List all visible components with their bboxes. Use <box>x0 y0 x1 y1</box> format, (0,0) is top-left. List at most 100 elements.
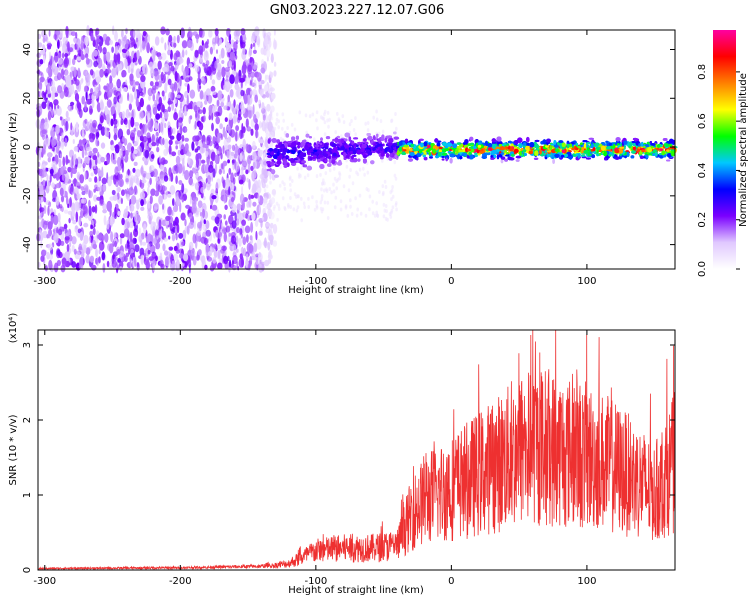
heatmap-cell <box>182 164 185 175</box>
heatmap-cell <box>289 188 293 193</box>
heatmap-cell <box>199 54 204 63</box>
heatmap-cell <box>87 73 91 83</box>
heatmap-cell <box>179 253 184 259</box>
heatmap-cell <box>148 61 154 70</box>
heatmap-cell <box>328 187 332 191</box>
heatmap-cell <box>199 90 204 100</box>
heatmap-cell <box>101 235 105 241</box>
heatmap-cell <box>223 232 227 243</box>
heatmap-cell <box>36 52 41 59</box>
heatmap-cell <box>158 219 162 230</box>
heatmap-cell <box>174 216 179 226</box>
heatmap-cell <box>371 211 375 216</box>
heatmap-cell <box>144 140 147 149</box>
heatmap-cell <box>113 127 118 133</box>
heatmap-cell <box>171 260 176 265</box>
heatmap-cell <box>75 121 79 133</box>
heatmap-cell <box>196 36 199 44</box>
heatmap-cell <box>135 37 139 43</box>
heatmap-cell <box>103 85 107 90</box>
heatmap-cell <box>224 131 228 140</box>
heatmap-cell <box>300 196 303 201</box>
heatmap-cell <box>204 44 209 49</box>
heatmap-cell <box>140 199 145 207</box>
heatmap-cell <box>59 187 64 197</box>
heatmap-cell <box>249 79 253 86</box>
heatmap-cell <box>248 243 254 254</box>
heatmap-cell <box>226 125 229 131</box>
heatmap-cell <box>88 189 91 199</box>
heatmap-cell <box>137 32 143 38</box>
heatmap-cell <box>390 188 394 193</box>
heatmap-cell <box>99 199 105 207</box>
heatmap-cell <box>229 74 235 85</box>
heatmap-cell <box>177 88 181 95</box>
heatmap-cell <box>93 164 96 170</box>
heatmap-cell <box>45 137 51 147</box>
heatmap-cell <box>351 181 355 186</box>
heatmap-cell <box>84 118 88 124</box>
heatmap-cell <box>114 65 118 73</box>
heatmap-cell <box>229 51 236 61</box>
heatmap-cell <box>315 204 319 208</box>
heatmap-cell <box>98 176 102 182</box>
heatmap-cell <box>47 82 51 92</box>
heatmap-cell <box>173 42 177 48</box>
heatmap-cell <box>73 146 79 152</box>
heatmap-cell <box>326 216 330 220</box>
heatmap-cell <box>176 119 179 130</box>
heatmap-cell <box>203 219 206 225</box>
heatmap-cell <box>214 60 218 69</box>
heatmap-cell <box>281 180 284 185</box>
heatmap-cell <box>196 230 201 237</box>
heatmap-cell <box>158 230 163 239</box>
heatmap-cell <box>135 97 139 108</box>
heatmap-cell <box>106 154 110 165</box>
heatmap-cell <box>211 122 214 132</box>
heatmap-cell <box>50 208 54 214</box>
heatmap-cell <box>210 85 216 92</box>
heatmap-cell <box>300 218 304 223</box>
heatmap-cell <box>202 196 206 201</box>
heatmap-cell <box>134 186 137 192</box>
heatmap-cell <box>252 140 256 149</box>
heatmap-cell <box>125 178 129 183</box>
heatmap-cell <box>151 133 155 143</box>
heatmap-cell <box>121 111 126 120</box>
heatmap-cell <box>295 194 298 199</box>
heatmap-cell <box>219 232 222 237</box>
heatmap-cell <box>267 121 273 132</box>
heatmap-cell <box>171 233 176 242</box>
heatmap-cell <box>125 108 130 119</box>
heatmap-cell <box>250 194 255 199</box>
heatmap-cell <box>259 173 265 180</box>
heatmap-cell <box>124 119 128 125</box>
heatmap-cell <box>182 157 185 167</box>
heatmap-cell <box>372 115 376 120</box>
heatmap-cell <box>205 88 211 96</box>
heatmap-cell <box>92 119 98 128</box>
heatmap-cell <box>96 234 103 240</box>
heatmap-cell <box>172 127 176 135</box>
heatmap-cell <box>207 175 211 185</box>
heatmap-cell <box>133 43 137 49</box>
heatmap-cell <box>253 79 257 89</box>
heatmap-cell <box>149 81 154 87</box>
heatmap-cell <box>269 249 272 259</box>
heatmap-cell <box>46 251 50 260</box>
heatmap-cell <box>83 222 89 228</box>
heatmap-cell <box>39 184 44 192</box>
heatmap-cell <box>260 47 265 55</box>
heatmap-cell <box>236 203 242 211</box>
heatmap-cell <box>167 106 171 113</box>
heatmap-cell <box>48 201 52 208</box>
heatmap-cell <box>162 137 165 145</box>
heatmap-cell <box>134 238 137 244</box>
heatmap-cell <box>155 242 161 250</box>
heatmap-cell <box>110 231 114 243</box>
heatmap-cell <box>39 71 43 76</box>
heatmap-cell <box>42 169 47 178</box>
heatmap-cell <box>60 68 65 80</box>
heatmap-cell <box>103 91 108 100</box>
heatmap-cell <box>262 144 265 149</box>
